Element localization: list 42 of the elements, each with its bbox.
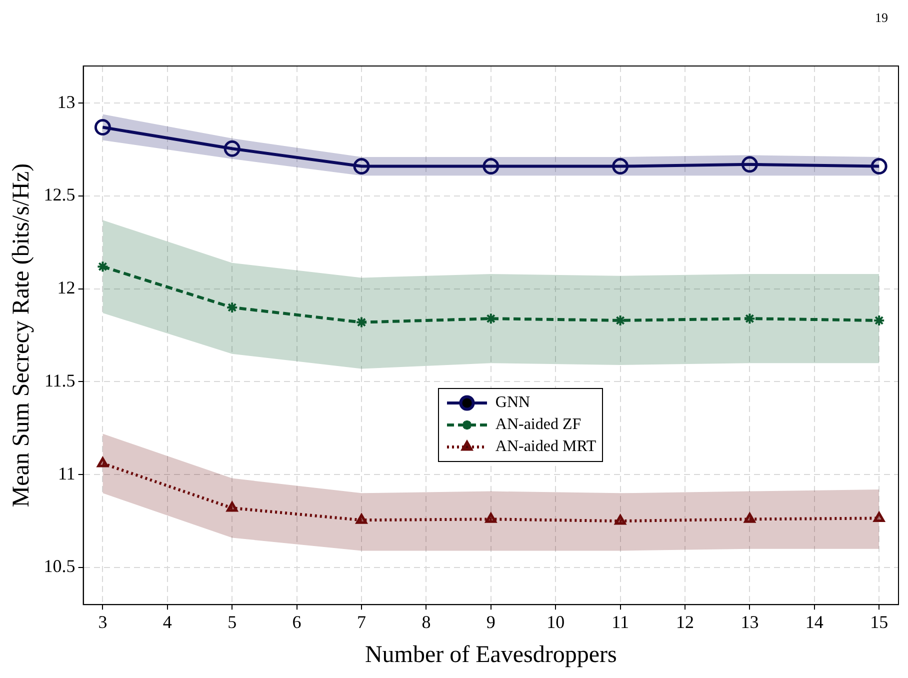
point	[741, 156, 758, 173]
point	[226, 301, 238, 314]
point	[482, 158, 500, 175]
x-tick-label: 5	[228, 612, 237, 632]
y-tick-label: 12	[57, 278, 76, 298]
y-tick-label: 10.5	[44, 556, 76, 576]
legend-label: AN-aided ZF	[495, 416, 582, 434]
point	[224, 140, 240, 157]
legend-label: AN-aided MRT	[495, 438, 596, 456]
x-tick-label: 14	[805, 612, 824, 632]
point	[870, 158, 888, 175]
x-tick-label: 12	[676, 612, 694, 632]
y-tick-label: 12.5	[44, 184, 76, 205]
text: 19	[875, 10, 888, 26]
y-tick-label: 11.5	[44, 370, 76, 390]
x-tick-label: 10	[546, 612, 565, 632]
x-tick-label: 13	[740, 612, 759, 632]
point	[94, 119, 111, 136]
point	[873, 314, 886, 326]
point	[226, 502, 238, 512]
y-tick-label: 13	[57, 92, 76, 112]
point	[353, 158, 370, 175]
x-tick-label: 8	[422, 612, 431, 632]
y-axis-title: Mean Sum Secrecy Rate (bits/s/Hz)	[8, 163, 35, 508]
x-tick-label: 15	[870, 612, 888, 632]
x-tick-label: 6	[292, 612, 302, 632]
point	[96, 260, 109, 273]
x-tick-label: 4	[162, 612, 172, 632]
x-tick-label: 9	[486, 612, 496, 632]
point	[874, 512, 885, 522]
x-tick-label: 11	[612, 612, 629, 632]
x-tick-label: 7	[357, 612, 366, 632]
point	[744, 512, 756, 523]
y-tick-label: 11	[58, 463, 76, 484]
point	[614, 514, 626, 525]
legend-label: GNN	[495, 394, 530, 412]
point	[612, 158, 629, 175]
point	[485, 512, 496, 523]
x-tick-label: 3	[98, 612, 108, 632]
point	[356, 514, 368, 524]
point	[97, 457, 108, 468]
x-axis-title: Number of Eavesdroppers	[364, 642, 617, 668]
